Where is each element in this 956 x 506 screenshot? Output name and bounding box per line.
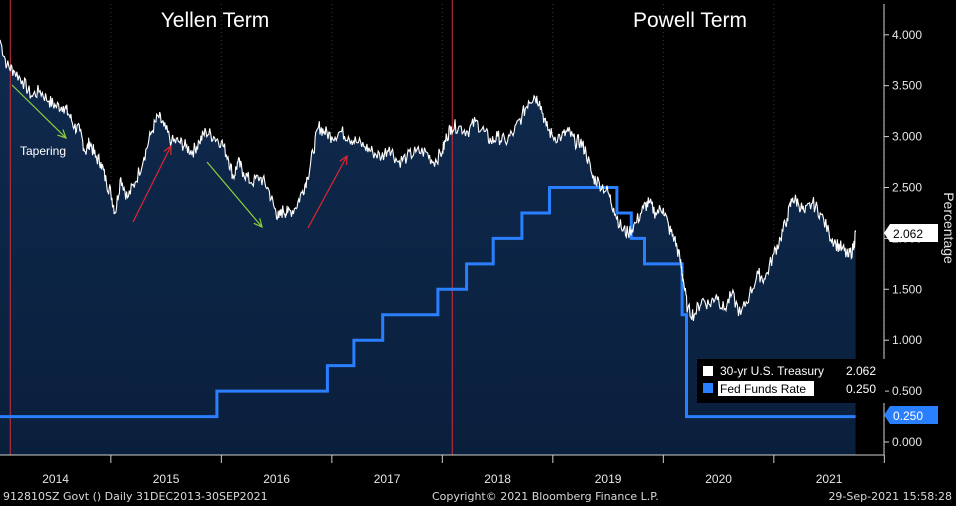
yellen-term-label: Yellen Term — [161, 9, 270, 32]
treasury-value-tag — [884, 224, 938, 242]
y-tick-label: 0.500 — [892, 384, 922, 398]
last-value-tags: 2.062 0.250 — [884, 224, 938, 424]
rise-up-arrow-2 — [307, 154, 348, 229]
y-tick-label: 1.500 — [892, 282, 922, 296]
x-tick-label: 2014 — [42, 472, 69, 486]
x-tick-label: 2015 — [153, 472, 180, 486]
term-divider-lines — [9, 0, 453, 455]
ffr-value-tag — [884, 406, 938, 424]
x-tick-label: 2020 — [705, 472, 732, 486]
x-tick-label: 2019 — [595, 472, 622, 486]
tapering-label: Tapering — [20, 144, 66, 158]
x-tick-label: 2016 — [263, 472, 290, 486]
y-axis-title: Percentage — [941, 192, 956, 264]
x-tick-label: 2021 — [816, 472, 843, 486]
y-tick-label: 2.500 — [892, 181, 922, 195]
footer-copyright: Copyright© 2021 Bloomberg Finance L.P. — [432, 490, 659, 503]
y-tick-label: 3.000 — [892, 130, 922, 144]
footer-ticker: 912810SZ Govt () Daily 31DEC2013-30SEP20… — [3, 490, 268, 503]
x-tick-label: 2017 — [374, 472, 401, 486]
treasury-area — [0, 39, 856, 456]
y-tick-label: 4.000 — [892, 28, 922, 42]
y-tick-label: 1.000 — [892, 333, 922, 347]
y-tick-label: 3.500 — [892, 79, 922, 93]
legend-value-ffr: 0.250 — [846, 382, 876, 396]
legend: 30-yr U.S. Treasury 2.062 Fed Funds Rate… — [697, 359, 885, 403]
legend-value-treasury: 2.062 — [846, 364, 876, 378]
ffr-value-tag-text: 0.250 — [893, 409, 923, 423]
legend-label-ffr: Fed Funds Rate — [720, 382, 806, 396]
legend-swatch-treasury — [703, 366, 713, 376]
annotation-layer: Yellen Term Powell Term Tapering Percent… — [20, 9, 956, 264]
treasury-value-tag-text: 2.062 — [893, 227, 923, 241]
powell-term-label: Powell Term — [633, 9, 747, 32]
fed-funds-rate-line — [0, 186, 856, 419]
x-tick-label: 2018 — [484, 472, 511, 486]
rise-up-arrow-1 — [132, 144, 172, 223]
legend-label-ffr-highlight — [718, 381, 814, 396]
y-tick-label: 0.000 — [892, 435, 922, 449]
treasury-line — [0, 39, 857, 321]
legend-swatch-ffr — [703, 383, 713, 393]
trend-arrows — [11, 84, 348, 229]
footer-bar: 912810SZ Govt () Daily 31DEC2013-30SEP20… — [0, 488, 956, 506]
legend-label-treasury: 30-yr U.S. Treasury — [720, 364, 824, 378]
footer-timestamp: 29-Sep-2021 15:58:28 — [828, 490, 952, 503]
decline-down-arrow — [206, 161, 263, 229]
tapering-down-arrow — [11, 84, 67, 139]
